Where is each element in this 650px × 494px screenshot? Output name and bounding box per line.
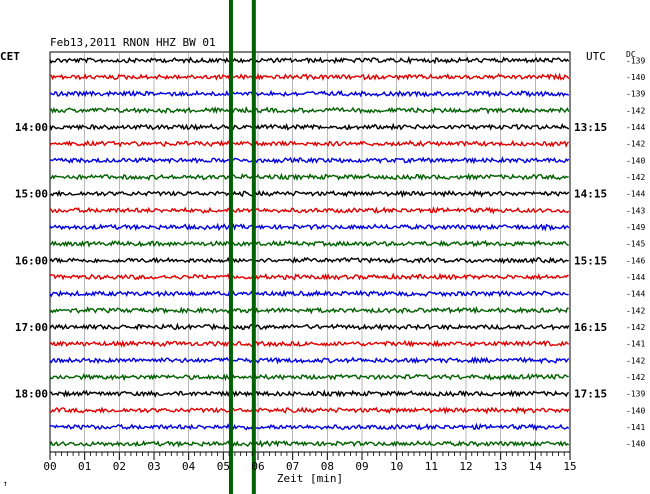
x-axis: 00 01 02 03 04 05 06 07 08 09 10 11 12 13 14 15 (43, 452, 577, 473)
x-axis-label: Zeit [min] (277, 472, 343, 485)
dc-offset-label: -143 (626, 206, 645, 215)
x-tick-label: 10 (390, 460, 403, 473)
x-tick-label: 03 (147, 460, 160, 473)
trace-line (49, 389, 570, 398)
x-tick-label: 13 (494, 460, 507, 473)
trace-line (49, 222, 570, 232)
right-axis-label: UTC (586, 50, 606, 63)
dc-offset-label: -142 (626, 140, 645, 149)
trace-line (49, 289, 569, 298)
dc-offset-label: -139 (626, 56, 645, 65)
trace-line (50, 89, 570, 98)
dc-offset-label: -142 (626, 306, 645, 315)
utc-time-label: 17:15 (574, 388, 607, 401)
dc-offset-label: -145 (626, 240, 645, 249)
footer-mark: ↑ (3, 479, 8, 488)
trace-line (49, 372, 569, 382)
x-tick-label: 05 (217, 460, 230, 473)
trace-line (49, 406, 570, 415)
dc-offset-label: -140 (626, 73, 645, 82)
left-axis-label: CET (0, 50, 20, 63)
x-tick-label: 01 (78, 460, 91, 473)
utc-time-label: 13:15 (574, 121, 607, 134)
dc-offset-label: -140 (626, 440, 645, 449)
utc-time-label: 16:15 (574, 321, 607, 334)
trace-line (49, 256, 569, 265)
x-tick-label: 08 (321, 460, 334, 473)
dc-offset-label: -139 (626, 390, 645, 399)
dc-offset-label: -142 (626, 173, 645, 182)
dc-offset-label: -140 (626, 406, 645, 415)
dc-offset-label: -140 (626, 156, 645, 165)
utc-time-label: 15:15 (574, 254, 607, 267)
cet-time-label: 16:00 (15, 254, 48, 267)
trace-line (49, 272, 569, 282)
trace-line (49, 155, 570, 165)
dc-offset-label: -144 (626, 290, 645, 299)
trace-line (49, 172, 569, 182)
trace-line (49, 55, 570, 65)
trace-line (49, 105, 570, 115)
x-tick-label: 09 (355, 460, 368, 473)
labels: -139 -140 -139 -142 -144 -142 -140 -142 -144 -143… (15, 56, 646, 448)
dc-offset-label: -142 (626, 106, 645, 115)
utc-time-label: 14:15 (574, 188, 607, 201)
dc-offset-label: -149 (626, 223, 645, 232)
dc-offset-label: -144 (626, 123, 645, 132)
x-tick-label: 06 (251, 460, 264, 473)
dc-offset-label: -144 (626, 273, 645, 282)
x-tick-label: 11 (425, 460, 438, 473)
trace-line (49, 422, 570, 432)
cet-time-label: 14:00 (15, 121, 48, 134)
dc-offset-label: -142 (626, 323, 645, 332)
x-tick-label: 12 (459, 460, 472, 473)
trace-line (49, 72, 570, 81)
x-tick-label: 02 (113, 460, 126, 473)
trace-line (49, 206, 570, 215)
trace-line (49, 122, 570, 132)
chart-title: Feb13,2011 RNON HHZ BW 01 (50, 36, 216, 49)
trace-line (49, 355, 570, 365)
events (228, 0, 256, 494)
trace-line (49, 322, 570, 332)
x-tick-label: 15 (563, 460, 576, 473)
cet-time-label: 18:00 (15, 388, 48, 401)
dc-offset-label: -141 (626, 340, 645, 349)
x-tick-label: 07 (286, 460, 299, 473)
traces (49, 55, 570, 448)
x-tick-label: 00 (43, 460, 56, 473)
x-tick-label: 04 (182, 460, 196, 473)
dc-offset-label: -142 (626, 373, 645, 382)
dc-offset-label: -142 (626, 356, 645, 365)
dc-offset-label: -141 (626, 423, 645, 432)
trace-line (49, 339, 570, 348)
dc-offset-label: -146 (626, 256, 645, 265)
dc-offset-label: -144 (626, 190, 645, 199)
trace-line (49, 189, 570, 199)
trace-line (49, 305, 569, 315)
trace-line (49, 239, 569, 248)
cet-time-label: 17:00 (15, 321, 48, 334)
dc-offset-label: -139 (626, 90, 645, 99)
x-tick-label: 14 (529, 460, 543, 473)
trace-line (49, 139, 570, 148)
cet-time-label: 15:00 (15, 188, 48, 201)
dc-label: DC (626, 50, 636, 59)
trace-line (49, 439, 570, 448)
